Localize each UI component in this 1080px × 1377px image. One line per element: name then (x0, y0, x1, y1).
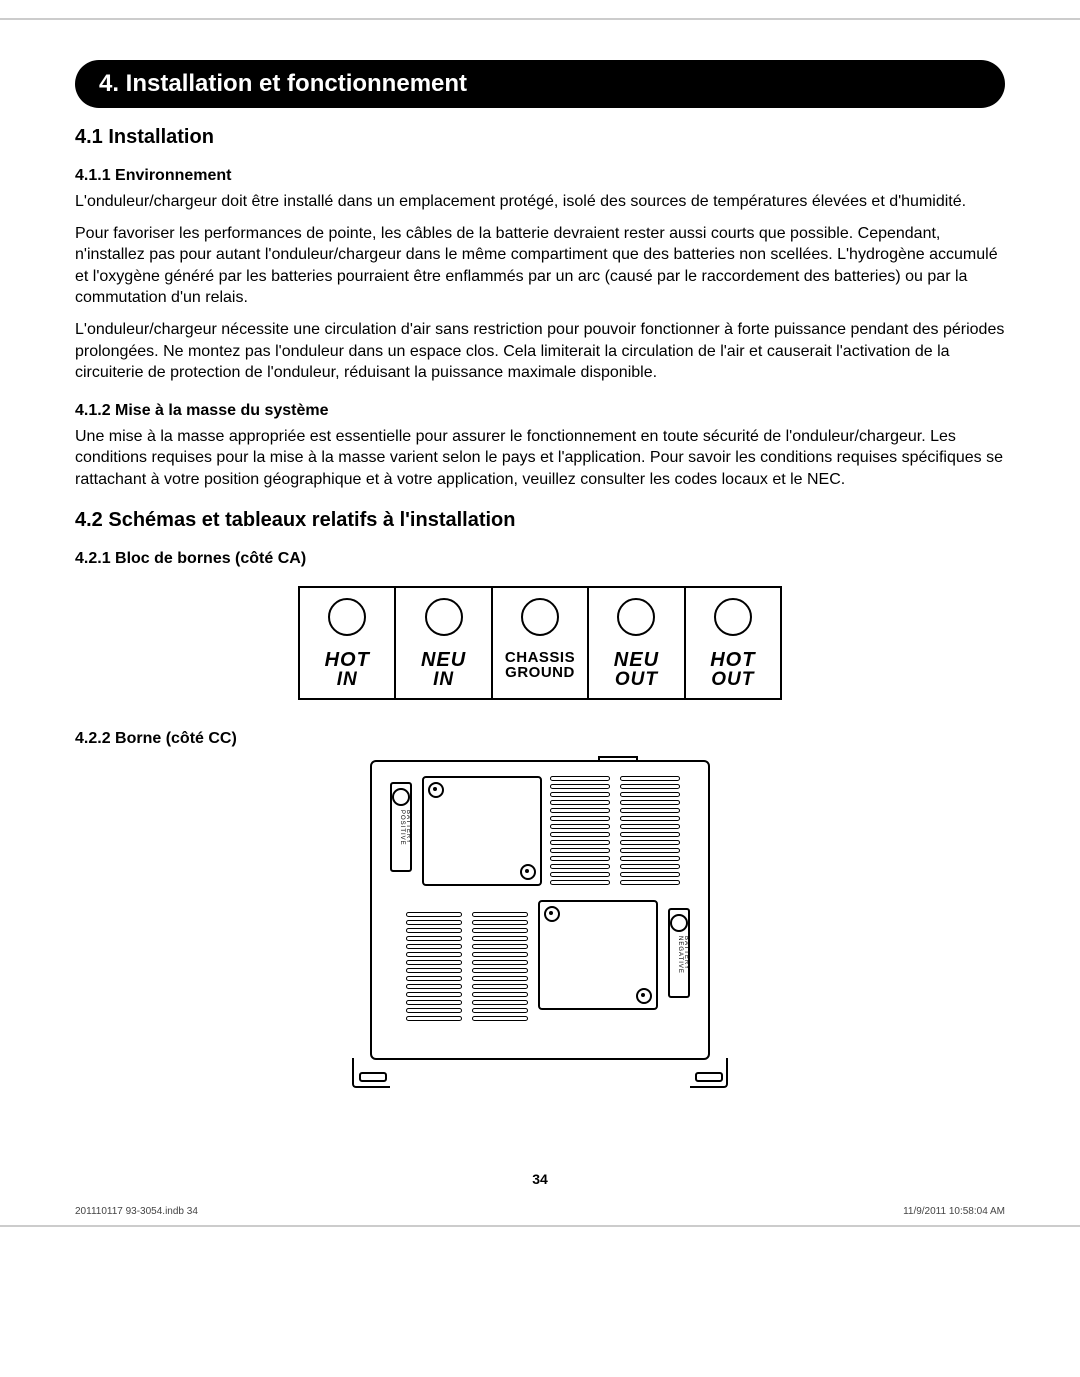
para-4-1-1-a: L'onduleur/chargeur doit être installé d… (75, 191, 1005, 213)
heatsink-icon (422, 776, 542, 886)
post-cap-icon (392, 788, 410, 806)
heading-4-2-2: 4.2.2 Borne (côté CC) (75, 730, 1005, 748)
top-rule (0, 18, 1080, 20)
terminal-hot-out: HOT OUT (686, 588, 780, 699)
heading-4-1-2: 4.1.2 Mise à la masse du système (75, 402, 1005, 420)
section-banner: 4. Installation et fonctionnement (75, 60, 1005, 108)
vent-group-icon (620, 776, 680, 888)
screw-icon (520, 864, 536, 880)
footer-timestamp: 11/9/2011 10:58:04 AM (903, 1206, 1005, 1217)
screw-icon (544, 906, 560, 922)
battery-positive-label: BATTERY POSITIVE (399, 810, 411, 870)
terminal-label-line1: NEU (589, 650, 683, 670)
ac-terminal-block-diagram: HOT IN NEU IN CHASSIS GROUND NEU OUT HOT… (298, 586, 782, 701)
terminal-hot-in: HOT IN (300, 588, 396, 699)
screw-icon (636, 988, 652, 1004)
heading-4-1: 4.1 Installation (75, 126, 1005, 149)
vent-group-icon (406, 912, 462, 1024)
terminal-neu-in: NEU IN (396, 588, 492, 699)
heading-4-2-1: 4.2.1 Bloc de bornes (côté CA) (75, 550, 1005, 568)
terminal-label-line2: OUT (686, 670, 780, 691)
terminal-circle-icon (521, 598, 559, 636)
heading-4-2: 4.2 Schémas et tableaux relatifs à l'ins… (75, 509, 1005, 532)
terminal-label-line1: HOT (300, 650, 394, 670)
top-notch-icon (598, 756, 638, 762)
terminal-label-line2: GROUND (493, 665, 587, 682)
para-4-1-2-a: Une mise à la masse appropriée est essen… (75, 426, 1005, 491)
battery-negative-post-icon: BATTERY NEGATIVE (668, 908, 690, 998)
heatsink-icon (538, 900, 658, 1010)
terminal-circle-icon (425, 598, 463, 636)
battery-negative-label: BATTERY NEGATIVE (677, 936, 689, 996)
terminal-circle-icon (617, 598, 655, 636)
para-4-1-1-c: L'onduleur/chargeur nécessite une circul… (75, 319, 1005, 384)
heading-4-1-1: 4.1.1 Environnement (75, 167, 1005, 185)
dc-terminal-diagram: BATTERY POSITIVE BATTERY NEGATIVE (360, 760, 720, 1060)
terminal-circle-icon (328, 598, 366, 636)
page: 4. Installation et fonctionnement 4.1 In… (0, 0, 1080, 1377)
terminal-label-line1: HOT (686, 650, 780, 670)
vent-group-icon (472, 912, 528, 1024)
bottom-rule (0, 1225, 1080, 1227)
mounting-foot-icon (690, 1058, 728, 1088)
para-4-1-1-b: Pour favoriser les performances de point… (75, 223, 1005, 309)
vent-group-icon (550, 776, 610, 888)
terminal-neu-out: NEU OUT (589, 588, 685, 699)
terminal-chassis-ground: CHASSIS GROUND (493, 588, 589, 699)
mounting-foot-icon (352, 1058, 390, 1088)
terminal-label-line1: CHASSIS (493, 650, 587, 665)
terminal-label-line2: IN (300, 670, 394, 691)
terminal-label-line2: OUT (589, 670, 683, 691)
page-number: 34 (0, 1171, 1080, 1187)
footer-filename: 201110117 93-3054.indb 34 (75, 1206, 198, 1217)
screw-icon (428, 782, 444, 798)
battery-positive-post-icon: BATTERY POSITIVE (390, 782, 412, 872)
dc-chassis-plate: BATTERY POSITIVE BATTERY NEGATIVE (370, 760, 710, 1060)
terminal-label-line2: IN (396, 670, 490, 691)
terminal-label-line1: NEU (396, 650, 490, 670)
post-cap-icon (670, 914, 688, 932)
terminal-circle-icon (714, 598, 752, 636)
